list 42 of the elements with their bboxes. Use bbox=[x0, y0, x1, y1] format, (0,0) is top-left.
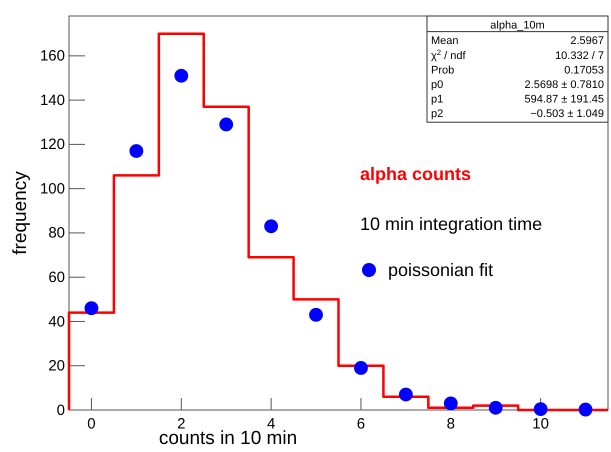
legend-label: poissonian fit bbox=[388, 260, 494, 280]
point bbox=[534, 402, 548, 416]
point bbox=[444, 396, 458, 410]
x-tick-label: 10 bbox=[532, 416, 549, 433]
annotation: 0.17053 bbox=[564, 64, 604, 76]
y-tick-label: 40 bbox=[48, 313, 65, 330]
y-tick-label: 100 bbox=[40, 180, 65, 198]
y-tick-label: 160 bbox=[40, 48, 65, 65]
point bbox=[354, 361, 368, 375]
y-tick-label: 140 bbox=[40, 92, 65, 109]
annotation: Prob bbox=[431, 64, 454, 76]
y-tick-label: 60 bbox=[48, 268, 65, 286]
y-tick-label: 120 bbox=[40, 136, 65, 154]
point bbox=[129, 144, 144, 158]
x-tick-label: 6 bbox=[356, 416, 366, 433]
text: alpha counts bbox=[360, 164, 472, 184]
annotation: −0.503 ± 1.049 bbox=[530, 108, 604, 120]
point bbox=[398, 388, 413, 402]
x-tick-label: 0 bbox=[87, 416, 96, 433]
y-axis-title: frequency bbox=[10, 170, 31, 255]
annotation: χ$^{2}$ / ndf bbox=[431, 47, 466, 62]
annotation: 594.87 ± 191.45 bbox=[524, 94, 604, 106]
x-tick-label: 8 bbox=[446, 416, 455, 433]
annotation: p1 bbox=[431, 94, 444, 106]
y-tick-label: 0 bbox=[56, 402, 65, 419]
point bbox=[309, 308, 323, 322]
point bbox=[174, 68, 188, 83]
point bbox=[578, 402, 592, 416]
point bbox=[488, 400, 503, 415]
annotation: p0 bbox=[431, 79, 444, 91]
annotation: p2 bbox=[431, 108, 444, 120]
y-tick-label: 80 bbox=[48, 224, 65, 242]
annotation: Mean bbox=[431, 35, 459, 48]
point bbox=[219, 118, 234, 132]
annotation: 10 min integration time bbox=[360, 214, 542, 234]
annotation: 2.5967 bbox=[570, 35, 604, 48]
point bbox=[84, 301, 98, 316]
point bbox=[264, 219, 278, 234]
annotation: 2.5698 ± 0.7810 bbox=[524, 79, 604, 91]
annotation: 10.332 / 7 bbox=[555, 50, 604, 62]
y-tick-label: 20 bbox=[48, 358, 65, 375]
annotation: alpha_10m bbox=[490, 20, 545, 32]
